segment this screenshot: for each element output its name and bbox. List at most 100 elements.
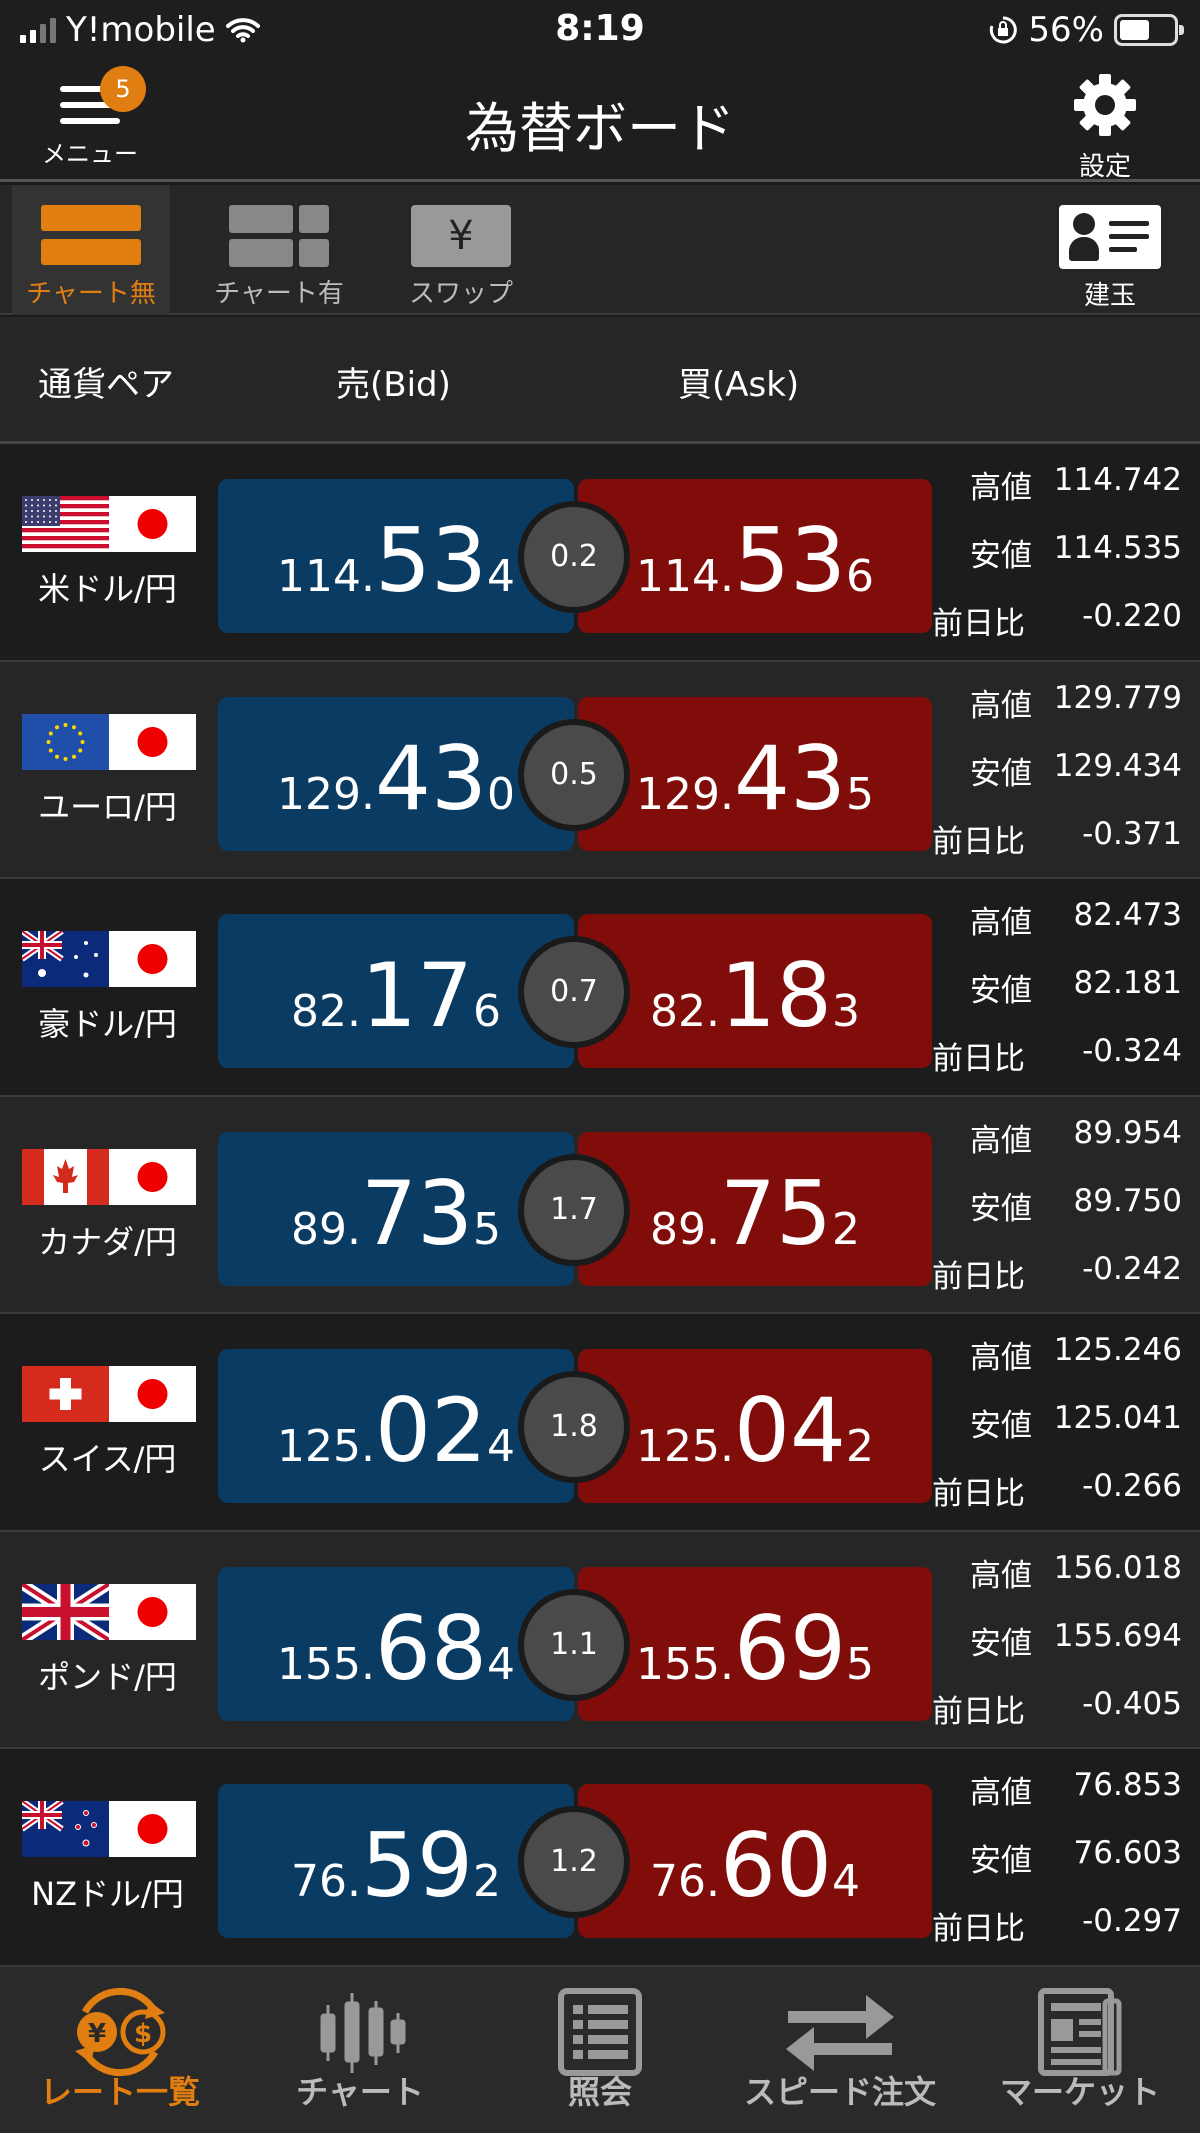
nav-speed-order[interactable]: スピード注文 [720,1967,960,2133]
yen-glyph: ¥ [88,2019,106,2049]
ask-price-prefix: 89. [650,1203,720,1255]
high-stat: 高値 114.742 [936,462,1182,506]
settings-button[interactable]: 設定 [1050,70,1160,183]
positions-label: 建玉 [1083,281,1136,311]
yen-icon: ¥ [411,205,511,267]
low-value: 129.434 [1053,747,1182,784]
high-value: 82.473 [1073,897,1182,933]
rate-list: 米ドル/円 114.534 114.536 0.2 高値 114.742 安値 114.535… [0,444,1200,1967]
bid-price: 155.684 [218,1567,574,1721]
low-value: 155.694 [1053,1617,1182,1654]
position-card-icon [1059,205,1161,269]
stats-block: 高値 156.018 安値 155.694 前日比 -0.405 [932,1532,1186,1749]
positions-button[interactable]: 建玉 [1030,185,1190,315]
change-label: 前日比 [932,823,1025,860]
bid-price-button[interactable]: 82.176 [218,914,574,1068]
settings-label: 設定 [1078,152,1131,182]
change-stat: 前日比 -0.220 [932,598,1182,642]
ask-price-big: 53 [733,509,846,612]
bid-price-button[interactable]: 155.684 [218,1566,574,1721]
bottom-nav: ¥ $ レート一覧 チャート [0,1965,1200,2133]
low-label: 安値 [970,973,1032,1009]
ask-price: 114.536 [578,479,932,633]
low-value: 114.535 [1053,530,1182,566]
bid-price: 129.430 [218,697,574,851]
ask-price-prefix: 125. [636,1421,734,1472]
ch-flag-icon [22,1366,109,1422]
wifi-icon [225,18,260,43]
bid-price-button[interactable]: 76.592 [218,1784,574,1938]
view-toolbar: チャート無 チャート有 ¥ スワップ 建玉 [0,185,1200,315]
currency-row[interactable]: 米ドル/円 114.534 114.536 0.2 高値 114.742 安値 114.535… [0,444,1200,662]
col-ask: 買(Ask) [678,365,800,405]
ask-price-pip: 2 [831,1203,860,1255]
list-view-icon [41,205,141,265]
stats-block: 高値 125.246 安値 125.041 前日比 -0.266 [932,1314,1186,1531]
low-label: 安値 [970,538,1032,574]
currency-row[interactable]: スイス/円 125.024 125.042 1.8 高値 125.246 安値 125.041… [0,1314,1200,1532]
notification-badge: 5 [100,66,146,112]
change-value: -0.266 [1082,1468,1182,1504]
status-time: 8:19 [555,8,645,49]
stats-block: 高値 114.742 安値 114.535 前日比 -0.220 [932,444,1186,661]
ask-price-pip: 4 [831,1856,860,1907]
jp-flag-icon [109,1801,196,1857]
currency-row[interactable]: NZドル/円 76.592 76.604 1.2 高値 76.853 安値 76.603 前日比… [0,1749,1200,1967]
high-value: 76.853 [1073,1767,1182,1803]
tab-no-chart[interactable]: チャート無 [12,185,170,315]
bid-price-prefix: 76. [291,1856,361,1907]
ask-price-button[interactable]: 89.752 [578,1131,932,1286]
nav-inquiry[interactable]: 照会 [480,1967,720,2133]
rotation-lock-icon [990,16,1018,44]
bid-price: 89.735 [218,1132,574,1286]
high-stat: 高値 129.779 [936,680,1182,724]
ask-price-pip: 5 [845,1638,874,1690]
ask-price-button[interactable]: 155.695 [578,1566,932,1721]
candlestick-icon [320,1993,406,2073]
ask-price-button[interactable]: 82.183 [578,914,932,1068]
bid-price: 82.176 [218,914,574,1068]
ask-price-button[interactable]: 76.604 [578,1784,932,1938]
ask-price-prefix: 155. [636,1638,734,1690]
tab-swap[interactable]: ¥ スワップ [382,185,540,315]
currency-row[interactable]: ポンド/円 155.684 155.695 1.1 高値 156.018 安値 155.694… [0,1531,1200,1749]
spread-badge: 0.7 [518,936,630,1048]
ask-price-prefix: 76. [650,1856,720,1907]
change-value: -0.371 [1082,815,1182,852]
jp-flag-icon [109,931,196,987]
ask-price: 82.183 [578,914,932,1068]
low-label: 安値 [970,1625,1032,1662]
currency-row[interactable]: ユーロ/円 129.430 129.435 0.5 高値 129.779 安値 129.434… [0,661,1200,879]
jp-flag-icon [109,1148,196,1205]
pair-name: NZドル/円 [31,1875,184,1913]
menu-button[interactable]: メニュー [30,72,150,182]
change-stat: 前日比 -0.324 [932,1033,1182,1077]
nav-speed-order-label: スピード注文 [743,2073,936,2111]
bid-price-button[interactable]: 89.735 [218,1131,574,1286]
bid-price-button[interactable]: 114.534 [218,479,574,633]
currency-row[interactable]: カナダ/円 89.735 89.752 1.7 高値 89.954 安値 89.750 前日比 -… [0,1096,1200,1314]
nav-chart[interactable]: チャート [240,1967,480,2133]
menu-label: メニュー [42,140,138,168]
ask-price-button[interactable]: 129.435 [578,696,932,851]
high-label: 高値 [970,687,1032,724]
currency-row[interactable]: 豪ドル/円 82.176 82.183 0.7 高値 82.473 安値 82.181 前日比 -… [0,879,1200,1097]
tab-with-chart[interactable]: チャート有 [200,185,358,315]
ask-price-prefix: 82. [650,986,720,1037]
change-label: 前日比 [932,1693,1025,1730]
ask-price-button[interactable]: 125.042 [578,1349,932,1503]
stats-block: 高値 129.779 安値 129.434 前日比 -0.371 [932,662,1186,879]
pair-name: カナダ/円 [38,1222,177,1261]
spread-badge: 1.1 [518,1588,630,1701]
bid-price: 114.534 [218,479,574,633]
us-flag-icon [22,496,109,552]
low-stat: 安値 114.535 [936,530,1182,574]
nav-market[interactable]: マーケット [960,1967,1200,2133]
nav-rates[interactable]: ¥ $ レート一覧 [0,1967,240,2133]
ask-price: 89.752 [578,1132,932,1286]
low-label: 安値 [970,755,1032,792]
pair-name: 豪ドル/円 [38,1005,177,1043]
bid-price-button[interactable]: 129.430 [218,696,574,851]
ask-price-button[interactable]: 114.536 [578,479,932,633]
bid-price-button[interactable]: 125.024 [218,1349,574,1503]
